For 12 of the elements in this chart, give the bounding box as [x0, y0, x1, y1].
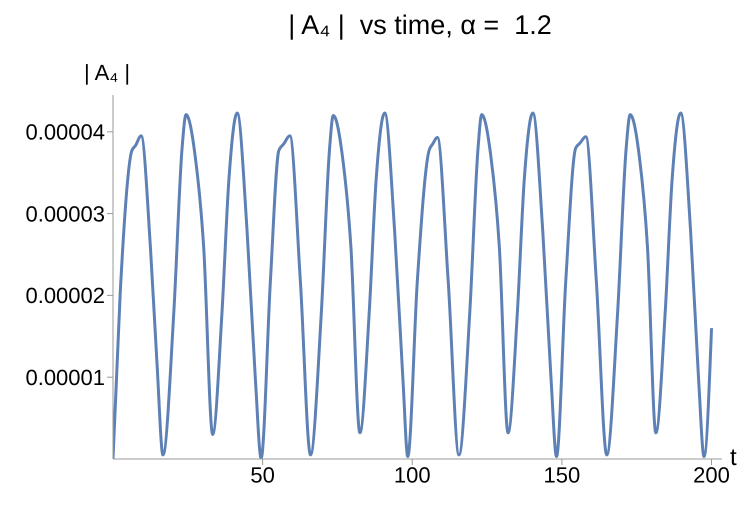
y-tick-label: 0.00003 [25, 201, 105, 226]
y-tick-label: 0.00002 [25, 283, 105, 308]
x-tick-label: 100 [394, 462, 431, 488]
y-tick-label: 0.00001 [25, 365, 105, 390]
chart-title: | A₄ | vs time, α = 1.2 [287, 10, 553, 41]
line-series [113, 111, 714, 459]
x-tick-label: 200 [693, 462, 730, 488]
y-axis-title: | A₄ | [84, 60, 130, 86]
x-tick-label: 50 [250, 462, 275, 488]
x-tick-label: 150 [544, 462, 580, 488]
y-tick-label: 0.00004 [25, 120, 105, 145]
x-axis-title: t [730, 444, 737, 472]
